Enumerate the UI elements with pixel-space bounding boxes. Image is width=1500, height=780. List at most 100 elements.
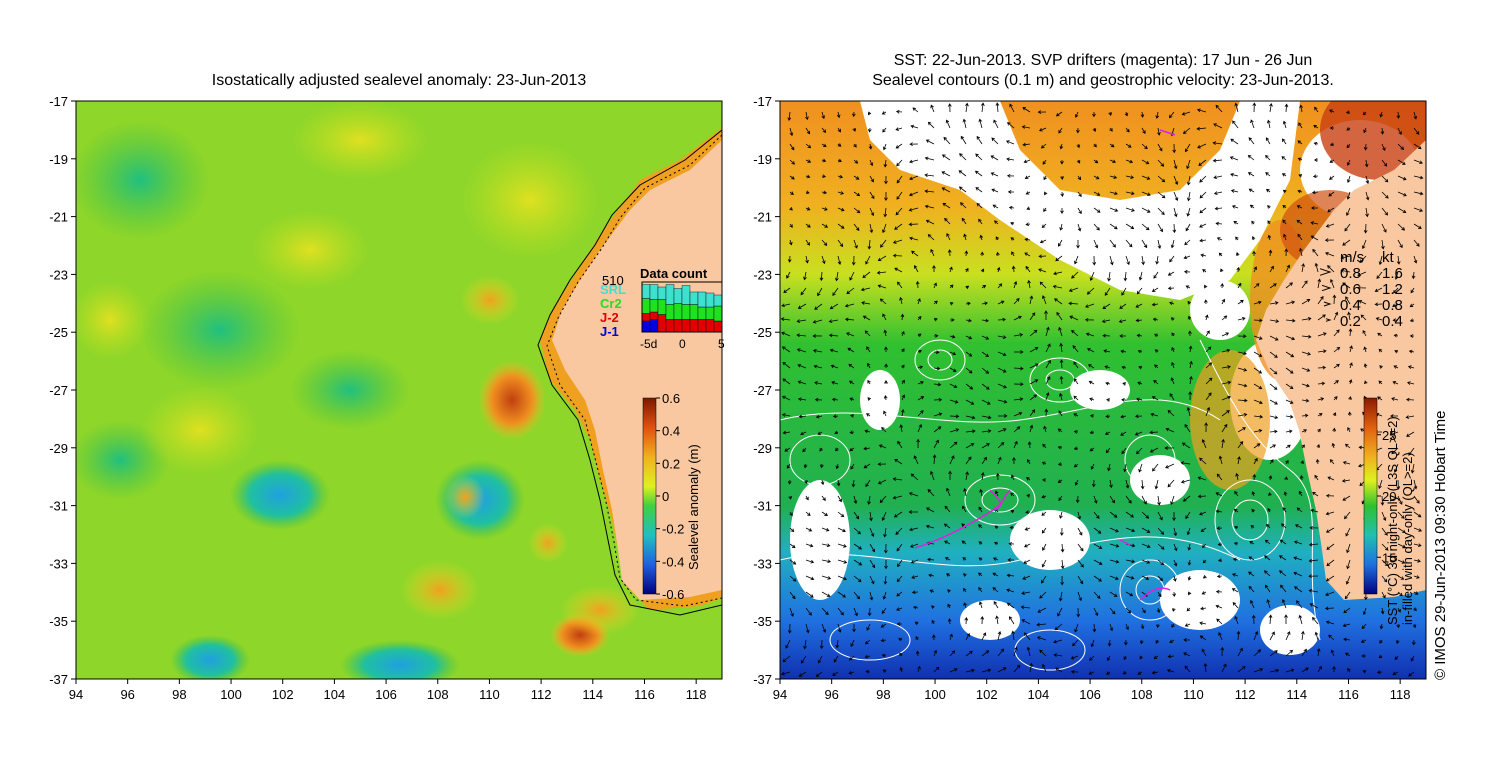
velocity-arrow xyxy=(1140,111,1145,118)
velocity-arrow xyxy=(1342,239,1351,246)
velocity-arrow xyxy=(863,463,871,469)
velocity-arrow xyxy=(1413,127,1420,135)
velocity-arrow xyxy=(1249,541,1255,545)
velocity-arrow xyxy=(925,139,935,145)
velocity-arrow xyxy=(1248,188,1255,193)
velocity-arrow xyxy=(883,543,888,554)
data-count-bar-segment xyxy=(649,311,659,320)
velocity-arrow xyxy=(997,456,1002,465)
velocity-arrow xyxy=(1205,346,1212,353)
velocity-arrow xyxy=(1154,349,1159,353)
data-count-bar-segment xyxy=(657,314,667,333)
velocity-arrow xyxy=(865,669,871,674)
velocity-arrow xyxy=(1043,175,1047,181)
velocity-arrow xyxy=(814,303,823,310)
velocity-arrow xyxy=(1057,462,1063,467)
velocity-arrow xyxy=(1007,558,1015,562)
velocity-arrow xyxy=(1380,127,1385,135)
velocity-arrow xyxy=(1093,543,1103,549)
velocity-arrow xyxy=(1252,473,1257,481)
velocity-arrow xyxy=(1166,668,1175,673)
velocity-arrow xyxy=(908,510,919,514)
velocity-arrow xyxy=(1237,456,1241,465)
sla-colorbar-tick-label: 0.4 xyxy=(662,424,680,439)
velocity-arrow xyxy=(1221,348,1231,353)
velocity-arrow xyxy=(1325,223,1335,228)
velocity-arrow xyxy=(1045,326,1050,337)
velocity-arrow xyxy=(949,455,955,465)
velocity-arrow xyxy=(1125,143,1132,148)
velocity-arrow xyxy=(976,202,983,209)
velocity-arrow xyxy=(1282,507,1287,513)
velocity-arrow xyxy=(1253,318,1263,323)
velocity-arrow xyxy=(917,349,923,354)
velocity-arrow xyxy=(1125,255,1130,266)
velocity-arrow xyxy=(797,397,807,402)
velocity-arrow xyxy=(1044,408,1049,417)
velocity-arrow xyxy=(1269,631,1275,641)
velocity-arrow xyxy=(1013,411,1023,417)
velocity-arrow xyxy=(1213,191,1223,195)
velocity-arrow xyxy=(1397,495,1403,505)
velocity-arrow xyxy=(1396,479,1401,490)
velocity-arrow xyxy=(1301,429,1308,433)
velocity-arrow xyxy=(1167,479,1175,488)
velocity-arrow xyxy=(1397,575,1405,580)
velocity-arrow xyxy=(1253,367,1263,374)
velocity-arrow xyxy=(1325,575,1335,582)
velocity-arrow xyxy=(1411,639,1416,646)
velocity-arrow xyxy=(965,399,975,405)
velocity-arrow xyxy=(900,408,905,417)
velocity-arrow xyxy=(1172,143,1177,154)
velocity-arrow xyxy=(933,300,938,305)
velocity-arrow xyxy=(1218,252,1223,257)
velocity-arrow xyxy=(1202,559,1207,564)
velocity-arrow xyxy=(877,462,887,467)
velocity-arrow xyxy=(1253,351,1263,357)
velocity-arrow xyxy=(1171,607,1176,612)
velocity-arrow xyxy=(1283,233,1287,241)
velocity-arrow xyxy=(1008,205,1015,210)
velocity-arrow xyxy=(1217,542,1223,547)
velocity-arrow xyxy=(1134,414,1143,419)
velocity-arrow xyxy=(1346,127,1351,131)
velocity-arrow xyxy=(1102,303,1111,309)
velocity-arrow xyxy=(1308,574,1319,579)
velocity-arrow xyxy=(964,250,969,257)
velocity-arrow xyxy=(1125,159,1134,164)
velocity-arrow xyxy=(1152,317,1159,322)
velocity-arrow xyxy=(947,103,952,113)
velocity-arrow xyxy=(881,653,887,658)
velocity-arrow xyxy=(800,655,807,664)
velocity-arrow xyxy=(995,102,1000,113)
velocity-arrow xyxy=(798,414,807,419)
velocity-arrow xyxy=(1123,639,1128,646)
velocity-arrow xyxy=(1392,303,1399,308)
velocity-arrow xyxy=(1279,539,1287,545)
velocity-arrow xyxy=(1221,423,1228,433)
velocity-arrow xyxy=(1059,527,1064,536)
velocity-arrow xyxy=(1332,427,1337,433)
velocity-arrow xyxy=(981,399,991,405)
velocity-arrow xyxy=(1109,223,1118,230)
velocity-arrow xyxy=(1362,607,1367,616)
velocity-arrow xyxy=(1349,362,1353,369)
velocity-arrow xyxy=(789,559,797,565)
velocity-arrow xyxy=(1027,279,1031,289)
velocity-arrow xyxy=(917,381,924,385)
velocity-arrow xyxy=(949,318,955,322)
velocity-arrow xyxy=(910,559,919,564)
velocity-arrow xyxy=(1199,175,1207,183)
velocity-arrow xyxy=(924,189,935,194)
speed-legend-arrow-icon xyxy=(1325,318,1332,322)
velocity-arrow xyxy=(1011,265,1016,273)
velocity-arrow xyxy=(1362,669,1367,674)
velocity-arrow xyxy=(1253,443,1261,449)
speed-legend-ms: 0.8 xyxy=(1340,265,1361,282)
velocity-arrow xyxy=(1329,126,1335,130)
velocity-arrow xyxy=(1151,302,1159,307)
velocity-arrow xyxy=(1077,207,1082,215)
velocity-arrow xyxy=(1169,639,1175,643)
velocity-arrow xyxy=(933,317,938,322)
